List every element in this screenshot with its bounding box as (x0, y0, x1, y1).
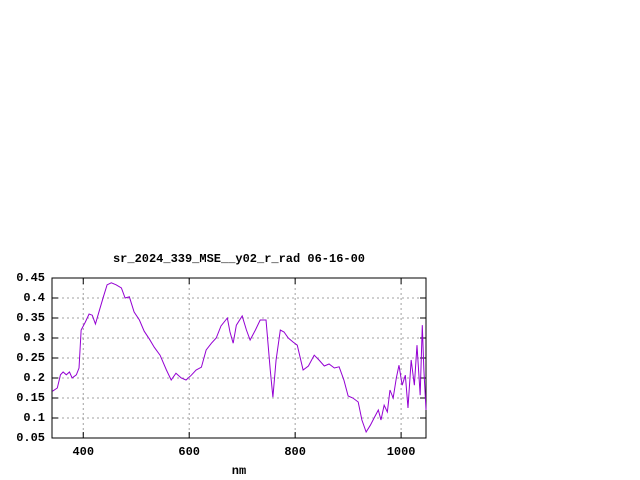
y-tick-label: 0.45 (16, 271, 45, 285)
y-tick-label: 0.1 (23, 411, 45, 425)
y-tick-label: 0.3 (23, 331, 45, 345)
plot-border (51, 277, 427, 439)
x-tick-label: 1000 (387, 445, 416, 459)
y-tick-label: 0.05 (16, 431, 45, 445)
x-tick-label: 400 (72, 445, 94, 459)
y-tick-label: 0.35 (16, 311, 45, 325)
y-tick-label: 0.2 (23, 371, 45, 385)
data-line (52, 282, 427, 434)
y-tick-label: 0.15 (16, 391, 45, 405)
x-axis-label: nm (232, 464, 246, 478)
x-tick-label: 800 (284, 445, 306, 459)
x-tick-label: 600 (178, 445, 200, 459)
y-tick-label: 0.25 (16, 351, 45, 365)
chart-title: sr_2024_339_MSE__y02_r_rad 06-16-00 (113, 252, 365, 266)
y-tick-label: 0.4 (23, 291, 45, 305)
